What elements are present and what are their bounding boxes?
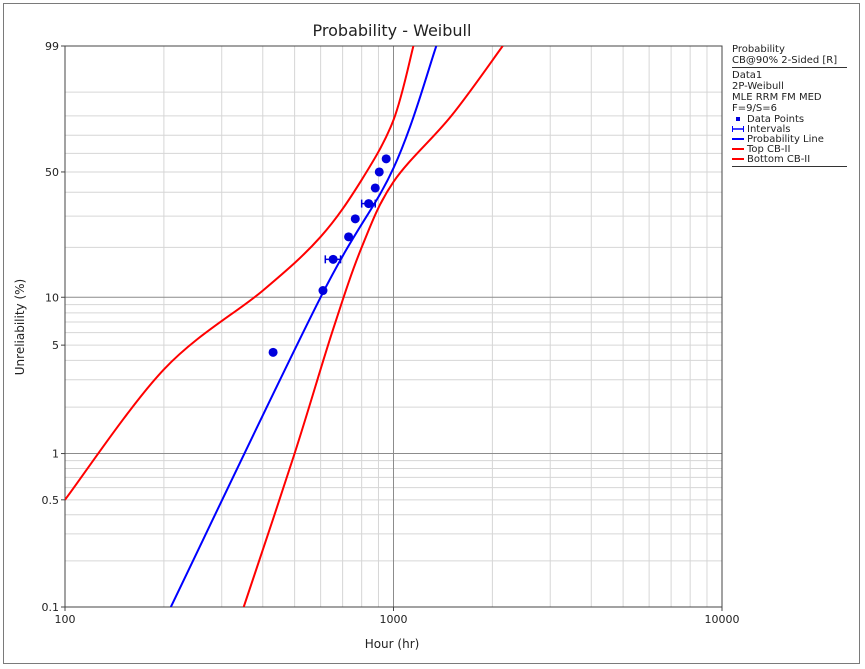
data-point bbox=[268, 347, 278, 357]
y-tick-label: 10 bbox=[45, 291, 59, 304]
major-grid bbox=[65, 46, 722, 607]
legend-entry-bottom-cb: Bottom CB-II bbox=[732, 153, 847, 165]
legend-label: Intervals bbox=[747, 123, 791, 135]
x-axis-label: Hour (hr) bbox=[365, 637, 420, 651]
legend-entry-intervals: Intervals bbox=[732, 123, 847, 135]
data-point bbox=[381, 154, 391, 164]
y-axis-ticks: 0.1 0.5 1 5 10 50 99 bbox=[42, 40, 65, 614]
y-tick-label: 0.5 bbox=[42, 494, 60, 507]
legend-method: MLE RRM FM MED bbox=[732, 92, 822, 103]
data-point bbox=[370, 183, 380, 193]
y-tick-label: 50 bbox=[45, 166, 59, 179]
bottom-cb-ii-curve bbox=[242, 46, 504, 607]
legend-label: Bottom CB-II bbox=[747, 153, 811, 165]
top-cb-ii-curve bbox=[65, 46, 415, 501]
legend-subheader: CB@90% 2-Sided [R] bbox=[732, 55, 847, 68]
data-point bbox=[374, 167, 384, 177]
legend-entry-top-cb: Top CB-II bbox=[732, 143, 847, 155]
x-axis-ticks: 100 1000 10000 bbox=[55, 607, 740, 626]
legend-entry-probability-line: Probability Line bbox=[732, 133, 847, 145]
legend-dataset: Data1 bbox=[732, 70, 763, 81]
y-tick-label: 5 bbox=[52, 339, 59, 352]
interval-swatch-icon bbox=[732, 124, 744, 134]
legend-entry-data-points: Data Points bbox=[732, 113, 847, 125]
legend-counts: F=9/S=6 bbox=[732, 103, 777, 114]
minor-grid bbox=[65, 46, 722, 607]
y-axis-label: Unreliability (%) bbox=[13, 279, 27, 375]
data-point bbox=[318, 286, 328, 296]
data-point bbox=[364, 199, 374, 209]
red-line-swatch-icon bbox=[732, 154, 744, 164]
data-point bbox=[328, 254, 338, 264]
legend: Probability CB@90% 2-Sided [R] Data1 2P-… bbox=[732, 44, 847, 167]
probability-line-curve bbox=[169, 46, 438, 607]
legend-label: Probability Line bbox=[747, 133, 824, 145]
y-tick-label: 0.1 bbox=[42, 601, 60, 614]
y-tick-label: 99 bbox=[45, 40, 59, 53]
x-tick-label: 100 bbox=[55, 613, 76, 626]
legend-label: Top CB-II bbox=[747, 143, 791, 155]
data-points bbox=[268, 154, 391, 357]
legend-label: Data Points bbox=[747, 113, 805, 125]
x-tick-label: 1000 bbox=[380, 613, 408, 626]
blue-line-swatch-icon bbox=[732, 134, 744, 144]
legend-header: Probability bbox=[732, 44, 785, 55]
legend-rule bbox=[732, 166, 847, 167]
data-point bbox=[344, 232, 354, 242]
chart-title: Probability - Weibull bbox=[313, 21, 472, 40]
y-tick-label: 1 bbox=[52, 448, 59, 461]
data-point-swatch-icon bbox=[732, 114, 744, 124]
data-point bbox=[350, 214, 360, 224]
legend-distribution: 2P-Weibull bbox=[732, 81, 784, 92]
x-tick-label: 10000 bbox=[705, 613, 740, 626]
series-lines bbox=[65, 46, 504, 607]
red-line-swatch-icon bbox=[732, 144, 744, 154]
